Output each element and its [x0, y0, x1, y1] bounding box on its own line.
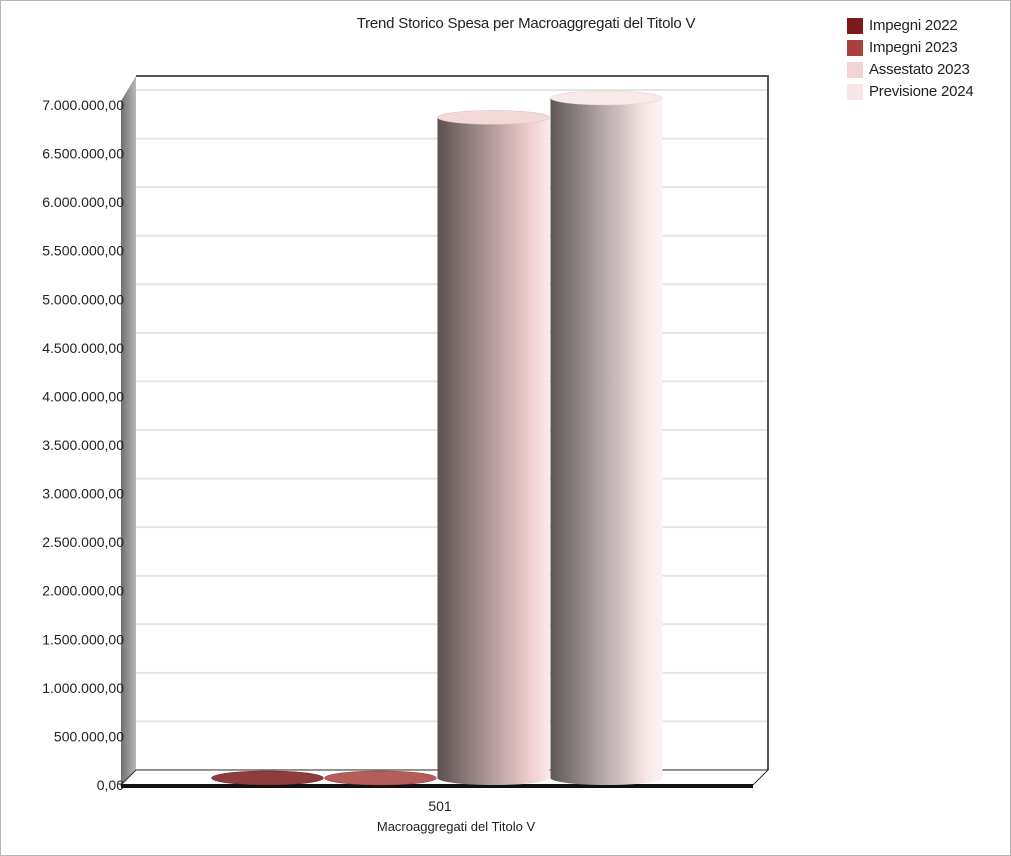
bar-body: [437, 117, 550, 785]
bar-top: [550, 90, 663, 106]
bar-assestato-2023-501: [437, 110, 550, 785]
bar-top: [324, 770, 437, 786]
bar-previsione-2024-501: [550, 90, 663, 785]
legend-swatch: [847, 62, 863, 78]
bar-impegni-2022-501: [211, 770, 324, 786]
y-tick-label: 3.000.000,00: [42, 486, 124, 502]
y-tick-label: 2.000.000,00: [42, 583, 124, 599]
bar-body: [550, 98, 663, 785]
legend-label: Impegni 2022: [869, 17, 958, 34]
left-wall: [121, 76, 136, 785]
y-tick-label: 7.000.000,00: [42, 97, 124, 113]
y-tick-label: 3.500.000,00: [42, 437, 124, 453]
legend-label: Impegni 2023: [869, 39, 958, 56]
legend-label: Previsione 2024: [869, 83, 974, 100]
x-tick-label: 501: [428, 798, 452, 814]
y-tick-label: 4.500.000,00: [42, 340, 124, 356]
legend-swatch: [847, 84, 863, 100]
x-axis-title: Macroaggregati del Titolo V: [377, 819, 536, 834]
y-tick-label: 5.500.000,00: [42, 243, 124, 259]
chart-title: Trend Storico Spesa per Macroaggregati d…: [356, 15, 696, 32]
bar-top: [437, 110, 550, 125]
legend-label: Assestato 2023: [869, 61, 970, 78]
bar-impegni-2023-501: [324, 770, 437, 786]
back-wall-border: [136, 75, 769, 770]
legend-swatch: [847, 18, 863, 34]
y-tick-label: 1.500.000,00: [42, 631, 124, 647]
y-tick-label: 500.000,00: [54, 728, 124, 744]
y-tick-label: 5.000.000,00: [42, 291, 124, 307]
y-tick-label: 4.000.000,00: [42, 388, 124, 404]
legend-swatch: [847, 40, 863, 56]
y-tick-label: 2.500.000,00: [42, 534, 124, 550]
y-tick-label: 0,00: [97, 777, 124, 793]
bar-top: [211, 770, 324, 786]
y-tick-label: 1.000.000,00: [42, 680, 124, 696]
y-tick-label: 6.500.000,00: [42, 146, 124, 162]
y-tick-label: 6.000.000,00: [42, 194, 124, 210]
